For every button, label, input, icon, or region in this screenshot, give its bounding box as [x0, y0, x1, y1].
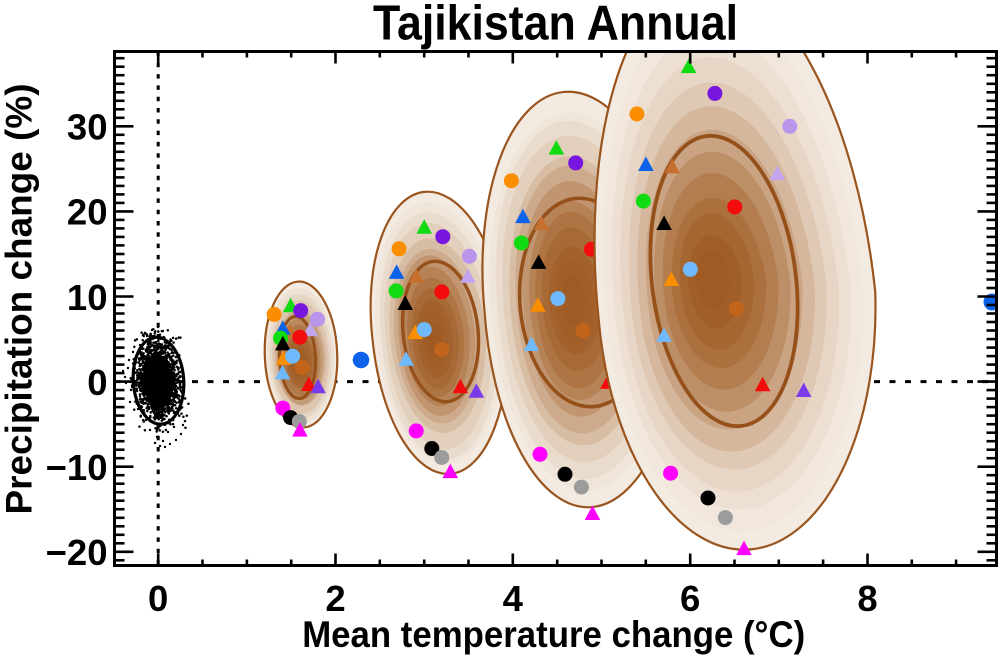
svg-text:Mean temperature change (°C): Mean temperature change (°C) — [302, 613, 805, 655]
svg-text:Precipitation change (%): Precipitation change (%) — [0, 84, 39, 515]
svg-text:6: 6 — [680, 578, 700, 619]
svg-text:0: 0 — [148, 578, 168, 619]
svg-text:−20: −20 — [46, 532, 108, 573]
svg-text:4: 4 — [503, 578, 524, 619]
svg-text:10: 10 — [67, 277, 108, 318]
svg-text:2: 2 — [325, 578, 345, 619]
svg-text:Tajikistan Annual: Tajikistan Annual — [373, 0, 738, 51]
svg-text:20: 20 — [67, 192, 108, 233]
svg-text:8: 8 — [857, 578, 877, 619]
svg-text:0: 0 — [87, 362, 107, 403]
svg-text:30: 30 — [67, 107, 108, 148]
svg-text:−10: −10 — [46, 447, 108, 488]
